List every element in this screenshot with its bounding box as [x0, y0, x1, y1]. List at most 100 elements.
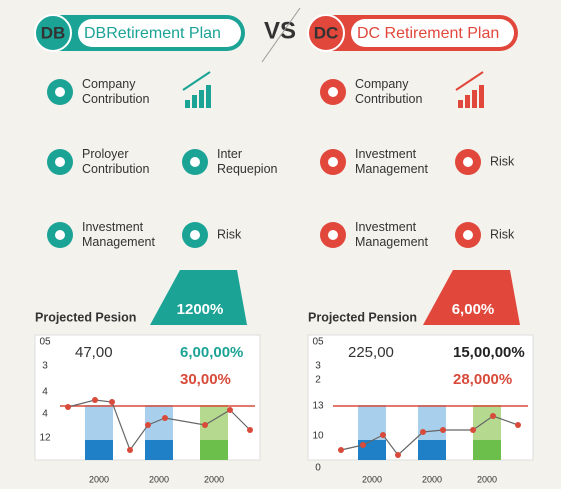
feature-label: Investment	[355, 147, 417, 161]
axis-label: 3	[315, 361, 321, 372]
trend-point	[145, 422, 151, 428]
bar-front	[200, 440, 228, 460]
axis-label: 05	[312, 337, 324, 348]
feature-icon-dot	[55, 157, 65, 167]
icon-bar	[479, 85, 484, 108]
trend-point	[162, 415, 168, 421]
vs-label: VS	[264, 17, 296, 44]
feature-label: Investment	[355, 220, 417, 234]
icon-bar	[472, 90, 477, 108]
bar-front	[418, 440, 446, 460]
icon-bar	[199, 90, 204, 108]
feature-icon-dot	[328, 157, 338, 167]
trend-point	[202, 422, 208, 428]
badge: DC	[314, 23, 339, 42]
feature-label: Investment	[82, 220, 144, 234]
axis-label: 2	[315, 375, 321, 386]
axis-label: 12	[39, 433, 51, 444]
trend-point	[360, 442, 366, 448]
feature-icon-dot	[328, 230, 338, 240]
trend-point	[395, 452, 401, 458]
tag-shape	[150, 270, 247, 325]
feature-label: Contribution	[82, 162, 149, 176]
icon-bar	[185, 100, 190, 108]
trend-point	[490, 413, 496, 419]
bar-front	[145, 440, 173, 460]
feature-icon-dot	[190, 230, 200, 240]
bar-front	[85, 440, 113, 460]
badge: DB	[41, 23, 66, 42]
feature-icon-dot	[190, 157, 200, 167]
icon-bar	[192, 95, 197, 108]
trend-point	[127, 447, 133, 453]
x-label: 2000	[149, 474, 169, 484]
feature-label: Inter	[217, 147, 242, 161]
feature-label: Risk	[217, 227, 242, 241]
badge-circle	[307, 14, 345, 52]
axis-label: 3	[42, 361, 48, 372]
trend-point	[109, 399, 115, 405]
tag-shape	[423, 270, 520, 325]
plan-title: DBRetirement Plan	[84, 25, 221, 42]
feature-label: Proloyer	[82, 147, 129, 161]
chart-title: Projected Pension	[308, 310, 417, 324]
feature-icon-dot	[328, 87, 338, 97]
axis-label: 13	[312, 401, 324, 412]
axis-label: 0	[315, 463, 321, 474]
x-label: 2000	[204, 474, 224, 484]
x-label: 2000	[89, 474, 109, 484]
trend-point	[247, 427, 253, 433]
bar-front	[473, 440, 501, 460]
tag-text: 1200%	[177, 301, 224, 318]
plan-title: DC Retirement Plan	[357, 25, 499, 42]
stat-primary: 6,00,00%	[180, 344, 243, 361]
stat-primary: 15,00,00%	[453, 344, 525, 361]
icon-bar	[206, 85, 211, 108]
stat-main: 47,00	[75, 344, 113, 361]
trend-point	[380, 432, 386, 438]
tag-text: 6,00%	[452, 301, 495, 318]
icon-arrow	[182, 71, 211, 91]
icon-bar	[465, 95, 470, 108]
axis-label: 10	[312, 431, 324, 442]
feature-label: Management	[82, 235, 155, 249]
trend-point	[92, 397, 98, 403]
stat-secondary: 30,00%	[180, 371, 231, 388]
feature-label: Management	[355, 162, 428, 176]
feature-label: Risk	[490, 227, 515, 241]
feature-icon-dot	[55, 87, 65, 97]
feature-icon-dot	[55, 230, 65, 240]
chart-title: Projected Pesion	[35, 310, 136, 324]
feature-label: Contribution	[82, 92, 149, 106]
trend-point	[338, 447, 344, 453]
feature-icon-dot	[463, 230, 473, 240]
axis-label: 05	[39, 337, 51, 348]
stat-secondary: 28,000%	[453, 371, 512, 388]
feature-icon-dot	[463, 157, 473, 167]
feature-label: Management	[355, 235, 428, 249]
divider	[261, 7, 301, 63]
trend-point	[515, 422, 521, 428]
trend-point	[470, 427, 476, 433]
stat-main: 225,00	[348, 344, 394, 361]
title-pill-inner	[78, 19, 241, 47]
title-pill-inner	[351, 19, 514, 47]
badge-circle	[34, 14, 72, 52]
feature-label: Company	[355, 77, 409, 91]
x-label: 2000	[422, 474, 442, 484]
feature-label: Contribution	[355, 92, 422, 106]
x-label: 2000	[362, 474, 382, 484]
axis-label: 4	[42, 409, 48, 420]
feature-label: Risk	[490, 154, 515, 168]
trend-point	[227, 407, 233, 413]
trend-point	[420, 429, 426, 435]
trend-point	[440, 427, 446, 433]
axis-label: 4	[42, 387, 48, 398]
feature-label: Requepion	[217, 162, 278, 176]
feature-label: Company	[82, 77, 136, 91]
x-label: 2000	[477, 474, 497, 484]
icon-arrow	[455, 71, 484, 91]
trend-point	[65, 404, 71, 410]
